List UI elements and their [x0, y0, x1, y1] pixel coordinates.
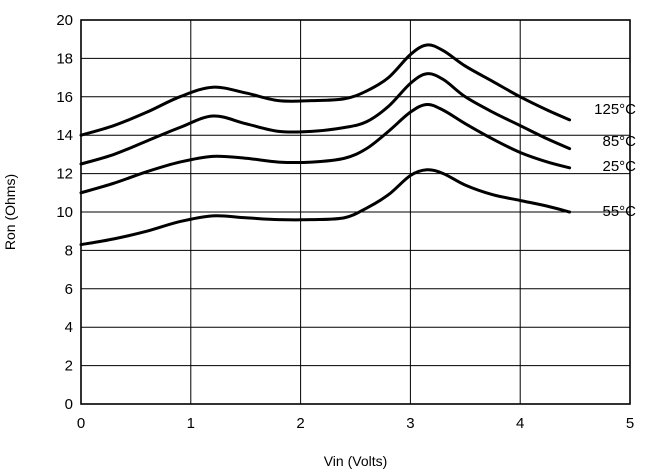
- x-tick-label-2: 2: [296, 415, 304, 432]
- y-tick-label-9: 18: [56, 50, 73, 67]
- series-label-0: 125°C: [594, 101, 636, 118]
- y-tick-label-7: 14: [56, 127, 73, 144]
- series-label-2: 25°C: [602, 158, 636, 175]
- grid: [80, 19, 631, 405]
- y-tick-label-6: 12: [56, 166, 73, 183]
- y-tick-label-1: 2: [65, 358, 73, 375]
- series-line-0: [79, 43, 572, 137]
- y-tick-label-2: 4: [65, 319, 73, 336]
- x-axis-label: Vin (Volts): [324, 453, 388, 469]
- y-tick-label-0: 0: [65, 396, 73, 413]
- x-tick-label-5: 5: [626, 415, 634, 432]
- y-tick-label-3: 6: [65, 281, 73, 298]
- x-tick-label-3: 3: [406, 415, 414, 432]
- series-line-1: [79, 72, 572, 166]
- series-label-1: 85°C: [602, 133, 636, 150]
- series-line-3: [79, 168, 572, 247]
- series-line-2: [79, 102, 572, 195]
- x-tick-label-1: 1: [187, 415, 195, 432]
- plot-frame: [80, 19, 631, 405]
- series-labels: 125°C 85°C 25°C –55°C: [594, 101, 636, 220]
- y-axis-label: Ron (Ohms): [2, 174, 18, 250]
- y-tick-label-5: 10: [56, 204, 73, 221]
- y-tick-label-10: 20: [56, 12, 73, 29]
- y-tick-label-4: 8: [65, 242, 73, 259]
- x-tick-label-4: 4: [516, 415, 524, 432]
- y-tick-label-8: 16: [56, 89, 73, 106]
- series-label-3: –55°C: [594, 203, 636, 220]
- series-lines: [79, 43, 572, 247]
- x-tick-label-0: 0: [77, 415, 85, 432]
